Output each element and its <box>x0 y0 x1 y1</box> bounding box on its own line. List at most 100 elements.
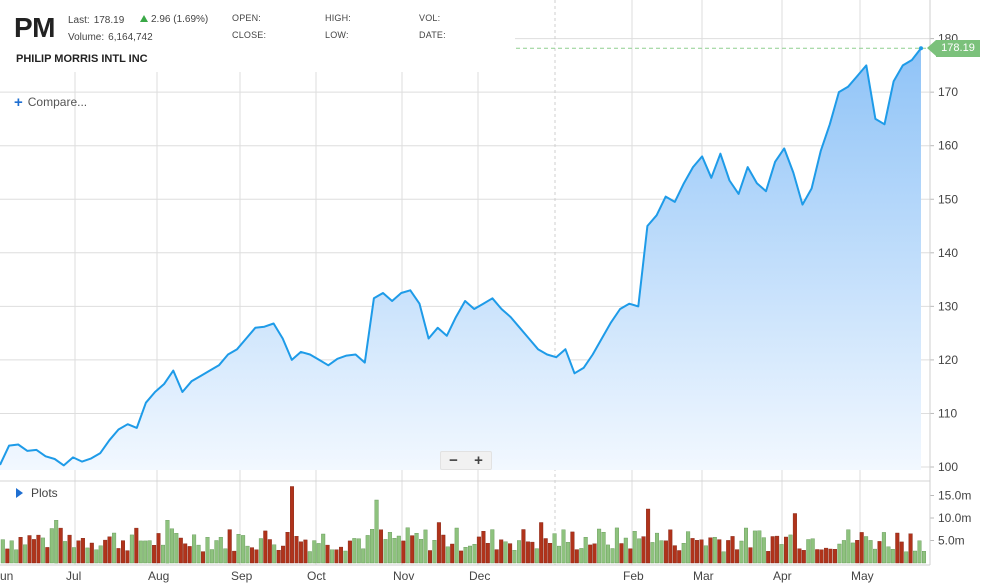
change-value: 2.96 (1.69%) <box>151 14 209 25</box>
volume-bar <box>659 540 664 564</box>
volume-bar <box>543 538 548 564</box>
volume-tick-label: 15.0m <box>938 489 971 503</box>
volume-bar <box>712 537 717 564</box>
volume-bar <box>703 545 708 564</box>
volume-bar <box>779 544 784 564</box>
volume-bar <box>205 537 210 564</box>
price-line[interactable] <box>0 47 922 467</box>
volume-bar <box>76 540 81 564</box>
volume-bar <box>428 550 433 564</box>
volume-bar <box>352 538 357 564</box>
volume-bar <box>739 540 744 564</box>
volume-bar <box>757 530 762 564</box>
volume-bar <box>214 540 219 564</box>
volume-bar <box>583 537 588 564</box>
volume-bar <box>797 548 802 564</box>
volume-bar <box>379 529 384 564</box>
volume-bar <box>494 549 499 564</box>
volume-bar <box>63 541 68 564</box>
volume-bar <box>160 544 165 564</box>
volume-bar <box>841 540 846 564</box>
volume-bar <box>922 551 927 564</box>
volume-bar <box>650 542 655 564</box>
volume-bar <box>178 537 183 564</box>
volume-bar <box>881 532 886 564</box>
plots-toggle[interactable]: Plots <box>16 486 58 500</box>
volume-bar <box>859 532 864 564</box>
volume-bar <box>637 538 642 564</box>
zoom-in-button[interactable]: + <box>474 452 483 469</box>
y-tick-label: 160 <box>938 139 958 153</box>
volume-bar <box>824 547 829 564</box>
volume-bar <box>490 529 495 564</box>
volume-bar <box>726 540 731 564</box>
volume-bar <box>899 541 904 564</box>
plots-label: Plots <box>31 486 58 500</box>
volume-bar <box>459 550 464 564</box>
volume-bar <box>223 548 228 564</box>
volume-bar <box>539 522 544 564</box>
volume-bar <box>846 529 851 564</box>
volume-tick-label: 5.0m <box>938 534 965 548</box>
volume-bar <box>365 535 370 564</box>
compare-button[interactable]: + Compare... <box>14 94 87 111</box>
volume-bar <box>744 527 749 564</box>
volume-bar <box>913 550 918 564</box>
volume-bar <box>717 539 722 564</box>
last-price-marker <box>919 46 923 51</box>
x-tick-label: May <box>851 569 874 583</box>
volume-bar <box>343 550 348 564</box>
x-tick-label: Aug <box>148 569 169 583</box>
volume-bar <box>735 549 740 564</box>
volume-bar <box>183 543 188 564</box>
volume-bar <box>31 539 36 564</box>
volume-value: 6,164,742 <box>108 32 153 43</box>
volume-bar <box>548 543 553 564</box>
volume-bar <box>67 534 72 564</box>
y-tick-label: 140 <box>938 246 958 260</box>
volume-bar <box>686 531 691 564</box>
zoom-out-button[interactable]: − <box>449 452 458 469</box>
quote-header: PM PHILIP MORRIS INTL INC Last: 178.19 2.… <box>0 0 515 72</box>
volume-bar <box>361 548 366 564</box>
volume-axis-ticks: 5.0m 10.0m 15.0m <box>930 489 971 548</box>
low-label: LOW: <box>325 30 349 40</box>
volume-bar <box>174 533 179 564</box>
volume-bar <box>476 536 481 564</box>
last-price-info: Last: 178.19 <box>68 15 124 26</box>
y-tick-label: 110 <box>938 406 957 420</box>
volume-bar <box>512 550 517 564</box>
volume-bar <box>445 546 450 564</box>
volume-bar <box>298 541 303 564</box>
volume-bar <box>267 539 272 564</box>
volume-bar <box>579 548 584 564</box>
volume-bar <box>677 550 682 564</box>
volume-bar <box>334 549 339 564</box>
volume-bar <box>347 540 352 564</box>
last-label: Last: <box>68 15 90 26</box>
volume-bar <box>552 533 557 564</box>
volume-bar <box>410 535 415 564</box>
volume-bar <box>868 540 873 564</box>
volume-bar <box>699 539 704 564</box>
volume-bar <box>143 540 148 564</box>
open-label: OPEN: <box>232 13 262 23</box>
volume-bar <box>196 544 201 564</box>
volume-bar <box>370 529 375 564</box>
volume-bar <box>610 548 615 564</box>
volume-bar <box>245 545 250 564</box>
volume-bar <box>672 545 677 564</box>
volume-bar <box>209 549 214 564</box>
zoom-controls: − + <box>440 451 492 470</box>
volume-bar <box>815 549 820 564</box>
volume-bar <box>80 538 85 564</box>
close-label: CLOSE: <box>232 30 267 40</box>
volume-bar <box>597 528 602 564</box>
volume-bar <box>45 547 50 564</box>
x-tick-label: Mar <box>693 569 714 583</box>
volume-bar <box>695 540 700 564</box>
volume-bar <box>40 537 45 564</box>
volume-bar <box>850 542 855 564</box>
volume-bar <box>134 527 139 564</box>
